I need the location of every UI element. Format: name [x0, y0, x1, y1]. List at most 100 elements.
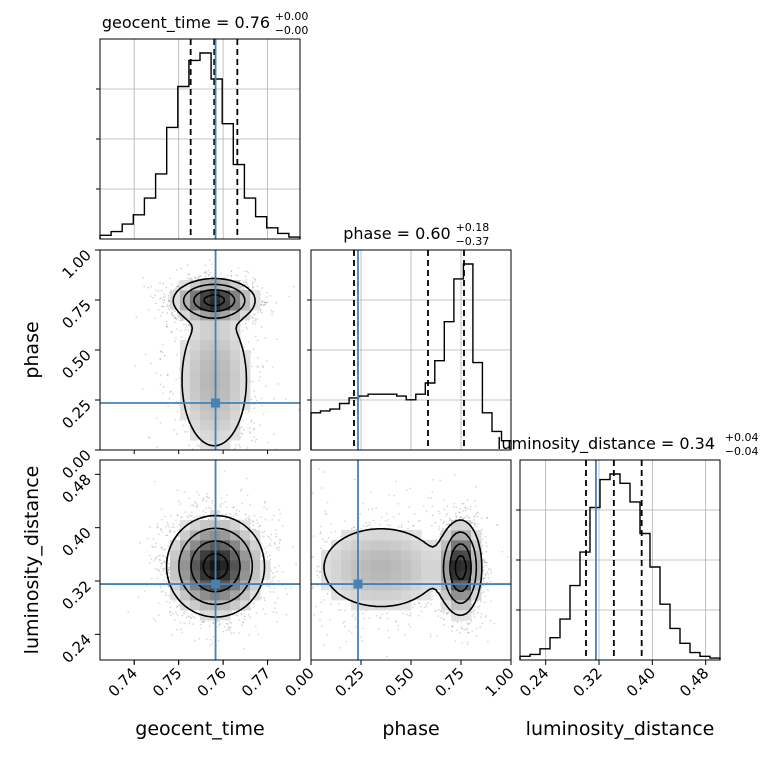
- sample-point: [171, 313, 173, 315]
- sample-point: [235, 512, 238, 515]
- sample-point: [171, 612, 174, 615]
- sample-point: [166, 325, 169, 328]
- sample-point: [159, 298, 161, 300]
- sample-point: [255, 612, 258, 614]
- sample-point: [177, 535, 180, 537]
- sample-point: [208, 274, 210, 277]
- sample-point: [187, 272, 189, 275]
- sample-point: [230, 270, 233, 273]
- sample-point: [167, 584, 170, 587]
- density-cell: [200, 400, 211, 411]
- sample-point: [157, 555, 160, 557]
- sample-point: [162, 344, 164, 346]
- sample-point: [179, 622, 182, 624]
- sample-point: [266, 301, 269, 303]
- sample-point: [261, 304, 263, 306]
- density-cell: [190, 330, 201, 341]
- sample-point: [195, 278, 198, 280]
- sample-point: [165, 525, 167, 528]
- sample-point: [212, 622, 215, 625]
- sample-point: [168, 305, 170, 307]
- density-cell: [240, 400, 251, 411]
- sample-point: [226, 513, 228, 515]
- sample-point: [160, 290, 163, 292]
- sample-point: [240, 614, 243, 616]
- histogram-step: [99, 52, 301, 239]
- sample-point: [168, 572, 171, 575]
- sample-point: [165, 325, 168, 328]
- sample-point: [191, 278, 193, 280]
- density-cell: [190, 420, 201, 431]
- sample-point: [178, 524, 180, 526]
- title-lower-error: −0.00: [275, 24, 309, 37]
- sample-point: [264, 599, 266, 602]
- sample-point: [250, 398, 253, 401]
- sample-point: [150, 558, 153, 560]
- sample-point: [285, 613, 288, 616]
- sample-point: [260, 597, 263, 599]
- density-cell: [220, 350, 231, 361]
- density-cell: [200, 290, 211, 301]
- sample-point: [146, 584, 148, 587]
- sample-point: [288, 295, 290, 298]
- sample-point: [249, 432, 252, 435]
- sample-point: [178, 282, 180, 285]
- sample-point: [204, 276, 207, 278]
- sample-point: [211, 643, 214, 645]
- sample-point: [252, 429, 255, 431]
- density-cell: [180, 360, 191, 371]
- density-cell: [250, 300, 261, 311]
- density-cell: [170, 300, 181, 311]
- sample-point: [259, 424, 262, 427]
- sample-point: [252, 528, 254, 531]
- density-cell: [230, 320, 241, 331]
- sample-point: [162, 296, 165, 299]
- sample-point: [171, 283, 173, 286]
- sample-point: [254, 323, 257, 325]
- sample-point: [295, 563, 297, 566]
- sample-point: [243, 647, 245, 650]
- sample-point: [234, 447, 236, 450]
- sample-point: [262, 608, 264, 610]
- sample-point: [157, 309, 160, 311]
- sample-point: [174, 340, 176, 343]
- sample-point: [174, 321, 176, 324]
- sample-point: [168, 300, 170, 303]
- sample-point: [191, 504, 193, 507]
- density-cell: [220, 320, 231, 331]
- sample-point: [246, 494, 249, 496]
- sample-point: [259, 371, 262, 373]
- sample-point: [160, 297, 162, 299]
- sample-point: [167, 545, 170, 547]
- sample-point: [163, 354, 166, 357]
- sample-point: [265, 301, 267, 304]
- sample-point: [176, 514, 179, 517]
- sample-point: [185, 323, 188, 326]
- sample-point: [192, 616, 195, 618]
- sample-point: [174, 418, 177, 421]
- panel-content: [134, 253, 300, 450]
- sample-point: [285, 398, 287, 401]
- sample-point: [273, 541, 276, 544]
- density-cell: [180, 340, 191, 351]
- sample-point: [263, 506, 265, 508]
- sample-point: [209, 644, 212, 647]
- sample-point: [157, 569, 160, 571]
- sample-point: [260, 311, 263, 314]
- sample-point: [292, 285, 295, 288]
- sample-point: [264, 301, 266, 303]
- sample-point: [268, 543, 271, 545]
- sample-point: [141, 387, 144, 390]
- sample-point: [170, 634, 173, 636]
- sample-point: [176, 410, 179, 413]
- sample-point: [160, 350, 163, 352]
- sample-point: [259, 524, 262, 527]
- sample-point: [258, 525, 261, 528]
- sample-point: [224, 470, 226, 472]
- sample-point: [266, 291, 268, 294]
- sample-point: [217, 639, 220, 642]
- sample-point: [167, 308, 170, 310]
- sample-point: [254, 440, 256, 443]
- sample-point: [260, 304, 263, 306]
- sample-point: [235, 509, 238, 512]
